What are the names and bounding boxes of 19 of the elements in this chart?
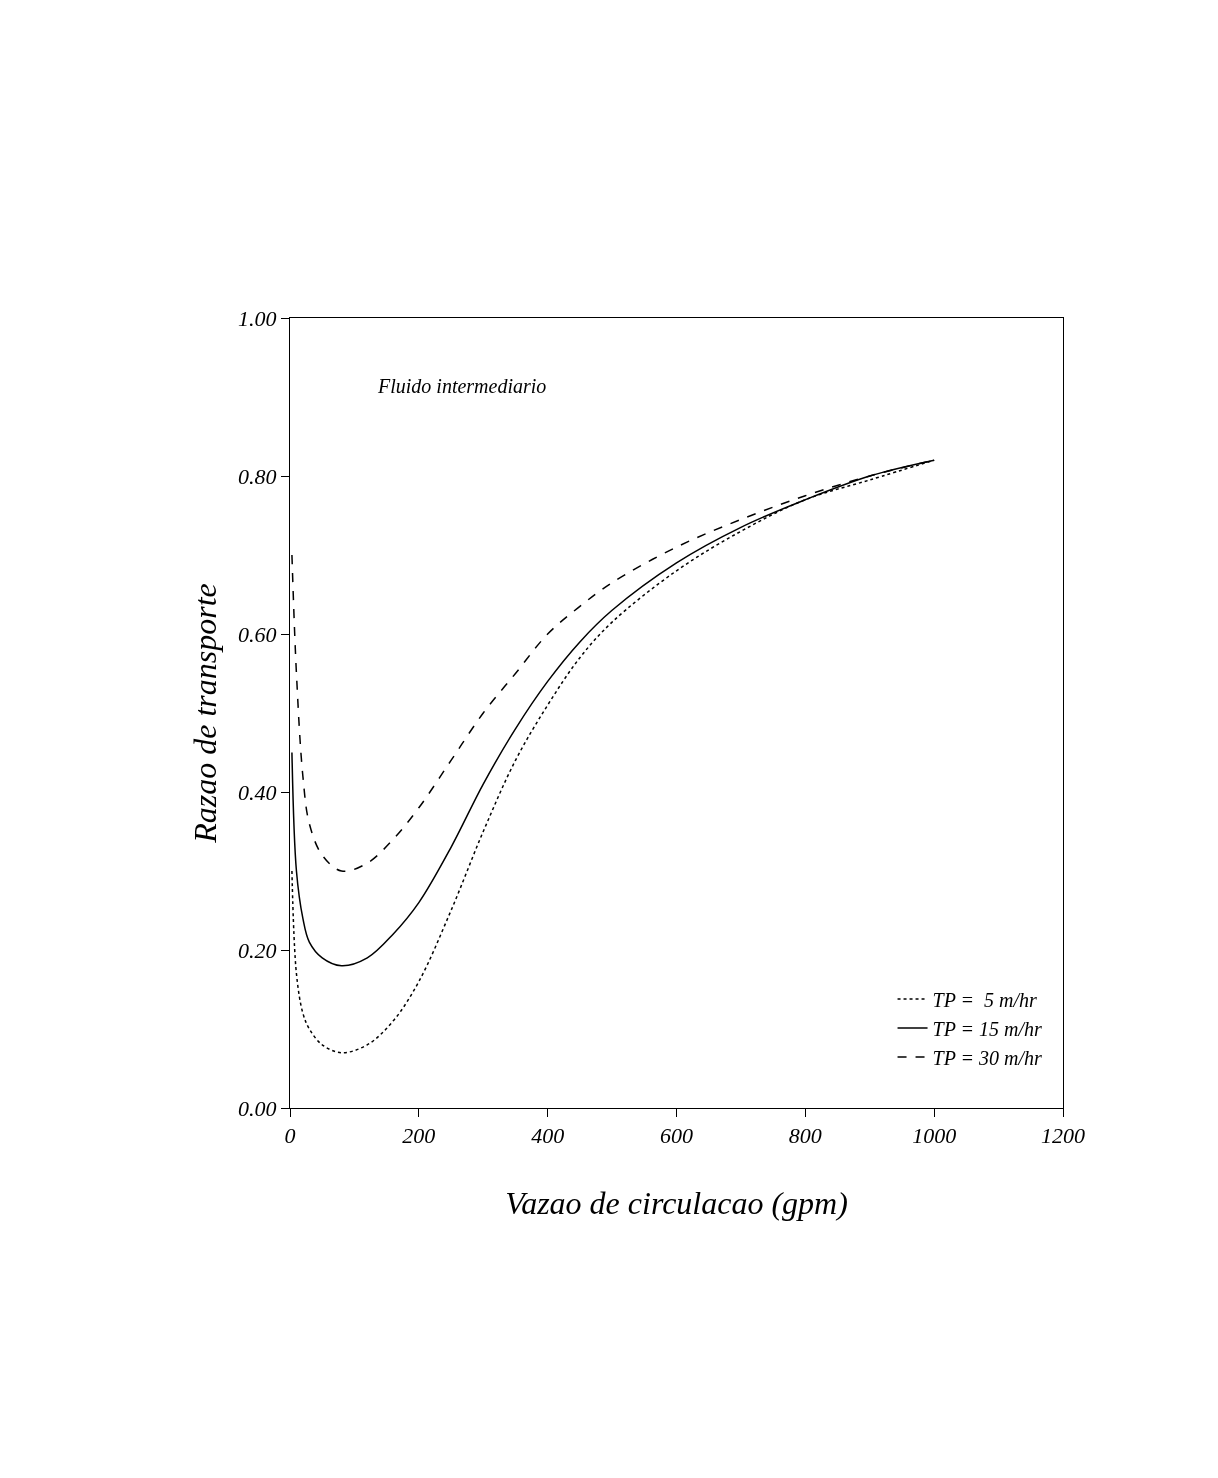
x-tick-label: 1000 (912, 1123, 957, 1149)
y-tick-label: 0.40 (238, 779, 277, 805)
y-tick-label: 0.20 (238, 937, 277, 963)
x-axis-title: Vazao de circulacao (gpm) (505, 1185, 848, 1221)
y-tick-label: 1.00 (238, 305, 277, 331)
legend-label: TP = 15 m/hr (932, 1017, 1043, 1040)
x-tick-label: 800 (788, 1123, 822, 1149)
x-tick-label: 600 (660, 1123, 693, 1149)
x-tick-label: 200 (402, 1123, 436, 1149)
y-axis-title: Razao de transporte (187, 583, 223, 844)
annotation: Fluido intermediario (377, 375, 547, 397)
y-tick-label: 0.80 (238, 463, 277, 489)
x-tick-label: 400 (531, 1123, 565, 1149)
y-tick-label: 0.00 (238, 1095, 277, 1121)
legend-label: TP = 5 m/hr (932, 988, 1038, 1011)
x-tick-label: 1200 (1041, 1123, 1085, 1149)
y-tick-label: 0.60 (238, 621, 277, 647)
legend-label: TP = 30 m/hr (932, 1046, 1043, 1069)
x-tick-label: 0 (284, 1123, 296, 1149)
